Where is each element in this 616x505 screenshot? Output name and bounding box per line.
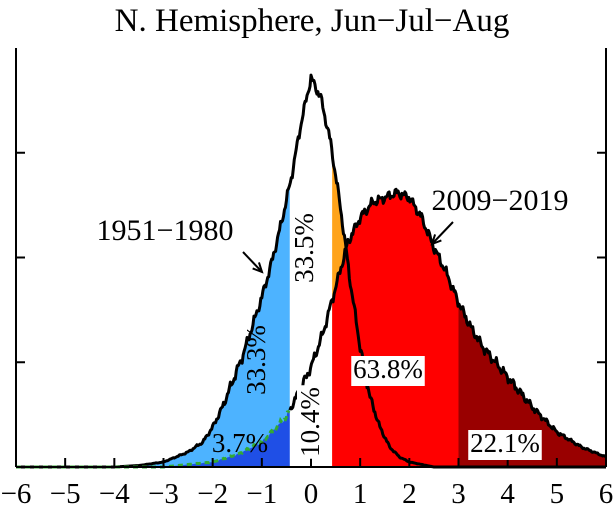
region-label-5: 63.8% bbox=[351, 354, 425, 386]
annotation-label-1: 1951−1980 bbox=[97, 214, 234, 247]
x-tick-label: 3 bbox=[451, 478, 466, 505]
x-tick-label: −2 bbox=[197, 478, 228, 505]
x-tick-label: −3 bbox=[148, 478, 179, 505]
region-label-3: 3.7% bbox=[212, 428, 268, 458]
x-tick-label: −4 bbox=[99, 478, 130, 505]
series-line-2009-2019 bbox=[288, 187, 607, 458]
fill-2009-extreme-hot bbox=[458, 304, 606, 467]
annotation-arrow-1 bbox=[242, 251, 263, 273]
region-label-text: 63.8% bbox=[353, 354, 423, 384]
region-label-text: 22.1% bbox=[470, 428, 540, 458]
fill-2009-hot bbox=[332, 189, 459, 467]
region-label-text: 33.5% bbox=[289, 213, 319, 283]
x-tick-label: −6 bbox=[1, 478, 32, 505]
region-label-box bbox=[351, 356, 425, 386]
region-label-text: 3.7% bbox=[212, 428, 268, 458]
x-tick-label: −5 bbox=[50, 478, 81, 505]
x-tick-label: 4 bbox=[500, 478, 515, 505]
region-label-box bbox=[297, 385, 327, 459]
annotation-arrowhead-2 bbox=[430, 234, 442, 246]
x-tick-label: 0 bbox=[304, 478, 319, 505]
region-label-6: 22.1% bbox=[468, 428, 542, 460]
fill-1951-cold bbox=[16, 184, 290, 467]
annotation-arrow-2 bbox=[431, 221, 454, 245]
region-label-1: 33.3% bbox=[241, 325, 271, 395]
x-tick-label: 6 bbox=[599, 478, 614, 505]
region-labels: 33.3% 33.5% 3.7% 10.4% 63.8% 22.1% bbox=[212, 213, 542, 460]
region-label-box bbox=[468, 430, 542, 460]
x-tick-label: 2 bbox=[402, 478, 417, 505]
annotation-label-2: 2009−2019 bbox=[432, 184, 569, 217]
region-label-4: 10.4% bbox=[295, 385, 327, 459]
fill-regions bbox=[16, 76, 606, 468]
region-label-text: 33.3% bbox=[241, 325, 271, 395]
chart-title: N. Hemisphere, Jun−Jul−Aug bbox=[115, 3, 510, 39]
x-tick-label: 1 bbox=[353, 478, 368, 505]
tick-group: −6 −5 −4 −3 −2 −1 0 1 2 3 4 5 6 bbox=[1, 151, 614, 505]
x-tick-label: 5 bbox=[550, 478, 565, 505]
annotation-arrowhead-1 bbox=[252, 262, 264, 274]
region-label-text: 10.4% bbox=[295, 387, 325, 457]
x-tick-label: −1 bbox=[246, 478, 277, 505]
region-label-2: 33.5% bbox=[289, 213, 319, 283]
annotations: 1951−1980 2009−2019 bbox=[97, 184, 569, 274]
